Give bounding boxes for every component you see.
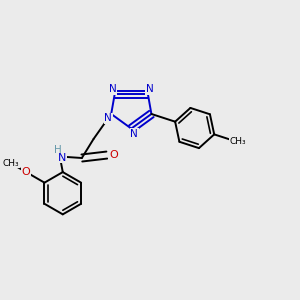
Text: N: N (130, 129, 138, 139)
Text: O: O (22, 167, 30, 177)
Text: N: N (104, 113, 112, 123)
Text: CH₃: CH₃ (3, 159, 19, 168)
Text: N: N (58, 153, 66, 163)
Text: CH₃: CH₃ (229, 137, 246, 146)
Text: H: H (55, 145, 62, 155)
Text: N: N (109, 84, 117, 94)
Text: O: O (109, 150, 118, 160)
Text: N: N (146, 84, 153, 94)
